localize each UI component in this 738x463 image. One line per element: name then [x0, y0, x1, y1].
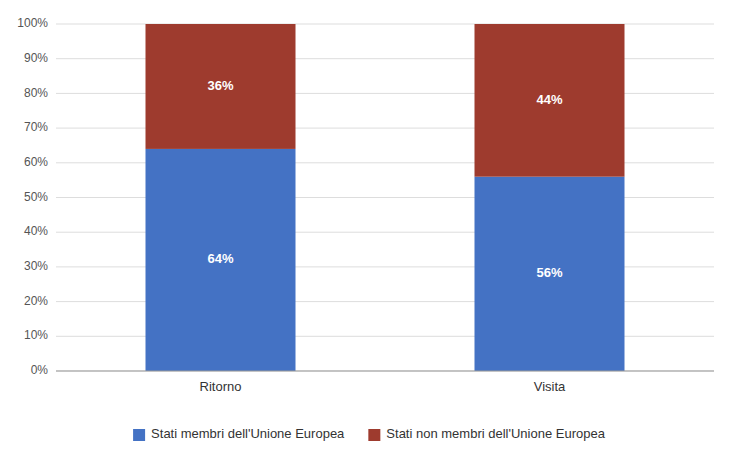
legend: Stati membri dell'Unione Europea Stati no… [133, 426, 606, 441]
y-tick-label: 100% [17, 16, 48, 30]
grid-line [56, 371, 714, 372]
y-tick-label: 50% [24, 190, 48, 204]
legend-item: Stati non membri dell'Unione Europea [368, 426, 605, 441]
x-axis: Ritorno Visita [56, 371, 714, 394]
y-tick-label: 90% [24, 51, 48, 65]
bar-segment [475, 24, 625, 177]
legend-label: Stati non membri dell'Unione Europea [386, 426, 605, 441]
x-axis-line [56, 371, 714, 372]
y-tick-label: 80% [24, 86, 48, 100]
y-tick-label: 10% [24, 328, 48, 342]
y-tick-label: 30% [24, 259, 48, 273]
data-labels: 64% 36% 56% 44% [207, 78, 562, 280]
x-tick-label: Visita [534, 379, 566, 394]
data-label: 36% [207, 78, 233, 93]
legend-swatch [368, 429, 380, 441]
page: {"chart_data": {"type": "bar", "stacked"… [0, 0, 738, 463]
y-tick-label: 70% [24, 120, 48, 134]
legend-item: Stati membri dell'Unione Europea [133, 426, 345, 441]
bar-segment [475, 177, 625, 371]
x-tick-label: Ritorno [200, 379, 242, 394]
bar-segment [146, 149, 296, 371]
data-label: 56% [536, 265, 562, 280]
y-tick-label: 0% [31, 363, 49, 377]
y-tick-label: 60% [24, 155, 48, 169]
grid [56, 24, 714, 371]
data-label: 64% [207, 251, 233, 266]
y-tick-label: 40% [24, 224, 48, 238]
bar-segment [146, 24, 296, 149]
data-label: 44% [536, 92, 562, 107]
legend-label: Stati membri dell'Unione Europea [151, 426, 345, 441]
y-axis: 0% 10% 20% 30% 40% 50% 60% 70% 80% 90% 100% [17, 16, 48, 377]
legend-swatch [133, 429, 145, 441]
y-tick-label: 20% [24, 294, 48, 308]
bars [146, 24, 625, 371]
chart: 0% 10% 20% 30% 40% 50% 60% 70% 80% 90% 100% 64% 36% 5… [0, 0, 738, 463]
